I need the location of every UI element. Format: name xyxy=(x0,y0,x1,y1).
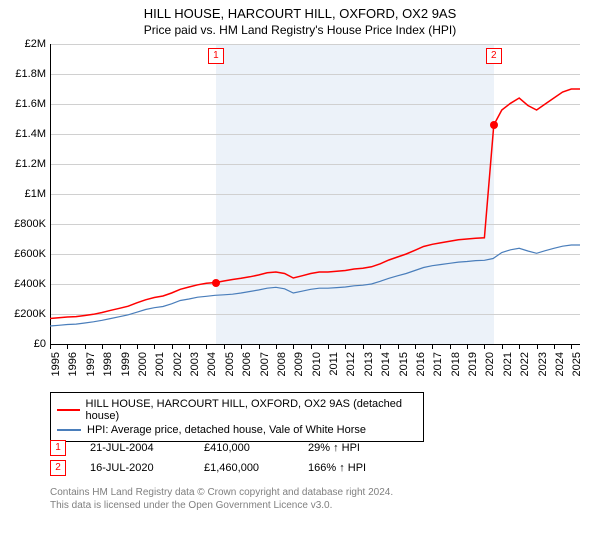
sales-table: 1 21-JUL-2004 £410,000 29% ↑ HPI 2 16-JUL-202… xyxy=(50,438,408,478)
y-tick-label: £0 xyxy=(0,338,46,350)
series-property xyxy=(50,89,580,319)
legend-label: HILL HOUSE, HARCOURT HILL, OXFORD, OX2 9… xyxy=(86,398,417,422)
sale-date: 16-JUL-2020 xyxy=(90,462,180,474)
sale-index-box: 2 xyxy=(50,460,66,476)
x-tick-label: 2006 xyxy=(241,352,253,382)
x-tick-label: 2011 xyxy=(328,352,340,382)
sale-pct-vs-hpi: 166% ↑ HPI xyxy=(308,462,408,474)
x-tick-label: 2005 xyxy=(224,352,236,382)
footer-line-2: This data is licensed under the Open Gov… xyxy=(50,499,393,512)
sale-row: 1 21-JUL-2004 £410,000 29% ↑ HPI xyxy=(50,438,408,458)
y-tick-label: £800K xyxy=(0,218,46,230)
y-tick-label: £1.4M xyxy=(0,128,46,140)
sale-price: £1,460,000 xyxy=(204,462,284,474)
footer-attribution: Contains HM Land Registry data © Crown c… xyxy=(50,486,393,512)
x-tick-label: 2019 xyxy=(467,352,479,382)
y-tick-label: £1M xyxy=(0,188,46,200)
sale-marker-dot xyxy=(212,279,220,287)
legend: HILL HOUSE, HARCOURT HILL, OXFORD, OX2 9… xyxy=(50,392,424,442)
sale-marker-dot xyxy=(490,121,498,129)
chart-container: HILL HOUSE, HARCOURT HILL, OXFORD, OX2 9… xyxy=(0,0,600,560)
x-tick-label: 2015 xyxy=(398,352,410,382)
sale-row: 2 16-JUL-2020 £1,460,000 166% ↑ HPI xyxy=(50,458,408,478)
x-tick-label: 1998 xyxy=(102,352,114,382)
x-tick-label: 2010 xyxy=(311,352,323,382)
x-axis xyxy=(50,344,580,345)
x-tick-label: 2017 xyxy=(432,352,444,382)
x-tick-label: 2020 xyxy=(484,352,496,382)
y-tick-label: £2M xyxy=(0,38,46,50)
x-tick-label: 2025 xyxy=(571,352,583,382)
x-tick-label: 2007 xyxy=(259,352,271,382)
sale-marker-label: 2 xyxy=(486,48,502,64)
legend-swatch xyxy=(57,429,81,431)
sale-marker-label: 1 xyxy=(208,48,224,64)
x-tick-label: 2004 xyxy=(206,352,218,382)
x-tick-label: 2022 xyxy=(519,352,531,382)
x-tick-label: 2003 xyxy=(189,352,201,382)
footer-line-1: Contains HM Land Registry data © Crown c… xyxy=(50,486,393,499)
x-tick-label: 2013 xyxy=(363,352,375,382)
x-tick-label: 1997 xyxy=(85,352,97,382)
chart-title: HILL HOUSE, HARCOURT HILL, OXFORD, OX2 9… xyxy=(0,0,600,21)
sale-pct-vs-hpi: 29% ↑ HPI xyxy=(308,442,408,454)
x-tick-label: 2009 xyxy=(293,352,305,382)
sale-date: 21-JUL-2004 xyxy=(90,442,180,454)
y-tick-label: £1.2M xyxy=(0,158,46,170)
legend-label: HPI: Average price, detached house, Vale… xyxy=(87,424,366,436)
x-tick-label: 2024 xyxy=(554,352,566,382)
series-svg xyxy=(50,44,580,344)
y-tick-label: £1.6M xyxy=(0,98,46,110)
x-tick-label: 1995 xyxy=(50,352,62,382)
y-tick-label: £400K xyxy=(0,278,46,290)
x-tick-label: 2008 xyxy=(276,352,288,382)
legend-swatch xyxy=(57,409,80,411)
sale-index-box: 1 xyxy=(50,440,66,456)
x-tick-label: 2001 xyxy=(154,352,166,382)
x-tick-label: 2016 xyxy=(415,352,427,382)
series-hpi xyxy=(50,245,580,326)
x-tick-label: 2014 xyxy=(380,352,392,382)
x-tick-label: 2002 xyxy=(172,352,184,382)
x-tick-label: 2021 xyxy=(502,352,514,382)
x-tick-label: 2018 xyxy=(450,352,462,382)
legend-row: HPI: Average price, detached house, Vale… xyxy=(57,423,417,437)
legend-row: HILL HOUSE, HARCOURT HILL, OXFORD, OX2 9… xyxy=(57,397,417,423)
y-tick-label: £1.8M xyxy=(0,68,46,80)
y-tick-label: £600K xyxy=(0,248,46,260)
chart-subtitle: Price paid vs. HM Land Registry's House … xyxy=(0,21,600,41)
sale-price: £410,000 xyxy=(204,442,284,454)
x-tick-label: 1996 xyxy=(67,352,79,382)
x-tick-label: 1999 xyxy=(120,352,132,382)
x-tick-label: 2012 xyxy=(345,352,357,382)
x-tick-label: 2023 xyxy=(537,352,549,382)
x-tick-label: 2000 xyxy=(137,352,149,382)
y-tick-label: £200K xyxy=(0,308,46,320)
plot-area: £0£200K£400K£600K£800K£1M£1.2M£1.4M£1.6M… xyxy=(50,44,580,344)
